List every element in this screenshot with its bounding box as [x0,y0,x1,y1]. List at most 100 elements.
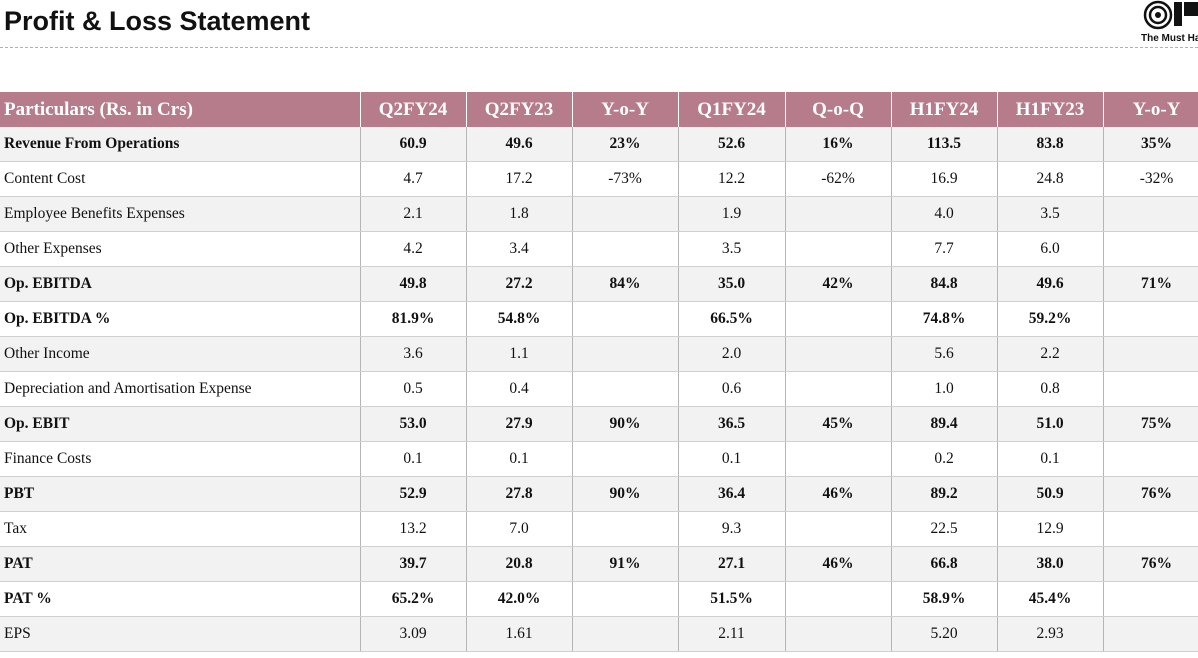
table-cell [785,581,892,617]
column-header: H1FY24 [891,92,998,127]
table-cell: 54.8% [466,301,573,337]
table-cell: 58.9% [891,581,998,617]
table-cell: 2.1 [360,196,467,232]
table-row: Finance Costs 0.1 0.1 0.1 0.2 0.1 [0,441,1198,477]
table-cell: -73% [572,161,679,197]
table-cell: -62% [785,161,892,197]
table-cell [1103,616,1198,652]
table-cell: 59.2% [997,301,1104,337]
table-cell: 3.09 [360,616,467,652]
table-cell: 50.9 [997,476,1104,512]
table-cell: 0.4 [466,371,573,407]
table-cell: 22.5 [891,511,998,547]
table-cell: 4.0 [891,196,998,232]
table-cell: 1.9 [678,196,786,232]
table-cell: 2.93 [997,616,1104,652]
header-row: Particulars (Rs. in Crs) Q2FY24 Q2FY23 Y-o-… [0,92,1198,127]
table-container: Particulars (Rs. in Crs) Q2FY24 Q2FY23 Y-o-… [0,92,1198,658]
table-cell: 84.8 [891,266,998,302]
table-cell: 4.7 [360,161,467,197]
table-cell: 52.6 [678,127,786,162]
table-cell [785,371,892,407]
table-cell: 52.9 [360,476,467,512]
table-cell: 27.8 [466,476,573,512]
row-label: Other Expenses [0,231,361,267]
table-cell: 3.5 [997,196,1104,232]
table-cell: 74.8% [891,301,998,337]
row-label: Op. EBIT [0,406,361,442]
column-header: H1FY23 [997,92,1104,127]
table-row: PBT 52.9 27.8 90% 36.4 46% 89.2 50.9 76% [0,476,1198,512]
column-header: Y-o-Y [1103,92,1198,127]
table-cell [785,196,892,232]
table-row: Op. EBIT 53.0 27.9 90% 36.5 45% 89.4 51.0 75% [0,406,1198,442]
table-cell [1103,511,1198,547]
row-label: Revenue From Operations [0,127,361,162]
row-label: Other Income [0,336,361,372]
row-label: Depreciation and Amortisation Expense [0,371,361,407]
table-cell: 71% [1103,266,1198,302]
page-title: Profit & Loss Statement [4,6,311,36]
table-cell: 2.0 [678,336,786,372]
table-row: EPS 3.09 1.61 2.11 5.20 2.93 [0,616,1198,652]
row-label: PAT [0,546,361,582]
table-cell: -32% [1103,161,1198,197]
table-cell: 27.1 [678,546,786,582]
table-cell: 46% [785,546,892,582]
table-cell: 65.2% [360,581,467,617]
table-cell: 3.4 [466,231,573,267]
table-row: Revenue From Operations 60.9 49.6 23% 52.6 16… [0,127,1198,162]
table-cell: 20.8 [466,546,573,582]
table-cell: 35.0 [678,266,786,302]
row-label: EPS [0,616,361,652]
table-cell [572,301,679,337]
table-cell [785,511,892,547]
table-cell [572,196,679,232]
table-cell: 38.0 [997,546,1104,582]
table-cell: 0.1 [360,441,467,477]
table-cell: 7.7 [891,231,998,267]
table-cell: 9.3 [678,511,786,547]
column-header: Q-o-Q [785,92,892,127]
table-cell [785,301,892,337]
table-cell: 60.9 [360,127,467,162]
table-cell: 45% [785,406,892,442]
table-cell: 3.5 [678,231,786,267]
table-cell [572,231,679,267]
table-cell: 81.9% [360,301,467,337]
table-cell: 17.2 [466,161,573,197]
table-cell: 49.6 [466,127,573,162]
table-cell: 89.4 [891,406,998,442]
table-cell [1103,336,1198,372]
table-row: Op. EBITDA % 81.9% 54.8% 66.5% 74.8% 59.2% [0,301,1198,337]
dashed-rule [0,47,1198,48]
table-body: Revenue From Operations 60.9 49.6 23% 52.6 16… [0,127,1198,652]
table-row: Op. EBITDA 49.8 27.2 84% 35.0 42% 84.8 49.6 71% [0,266,1198,302]
table-cell: 90% [572,406,679,442]
table-cell: 1.1 [466,336,573,372]
table-cell: 45.4% [997,581,1104,617]
table-cell: 42.0% [466,581,573,617]
column-header: Particulars (Rs. in Crs) [0,92,361,127]
table-cell: 1.8 [466,196,573,232]
table-row: PAT % 65.2% 42.0% 51.5% 58.9% 45.4% [0,581,1198,617]
table-cell: 27.9 [466,406,573,442]
table-cell: 91% [572,546,679,582]
row-label: PAT % [0,581,361,617]
table-cell: 6.0 [997,231,1104,267]
table-cell: 5.20 [891,616,998,652]
table-cell: 0.1 [997,441,1104,477]
table-cell [1103,371,1198,407]
table-cell: 2.2 [997,336,1104,372]
table-cell: 36.5 [678,406,786,442]
table-cell: 49.6 [997,266,1104,302]
logo-icon [1143,0,1198,30]
row-label: Tax [0,511,361,547]
table-row: Content Cost 4.7 17.2 -73% 12.2 -62% 16.9 24.8-… [0,161,1198,197]
table-cell: 35% [1103,127,1198,162]
table-cell: 16.9 [891,161,998,197]
table-cell [572,336,679,372]
column-header: Y-o-Y [572,92,679,127]
row-label: Finance Costs [0,441,361,477]
table-cell [1103,301,1198,337]
